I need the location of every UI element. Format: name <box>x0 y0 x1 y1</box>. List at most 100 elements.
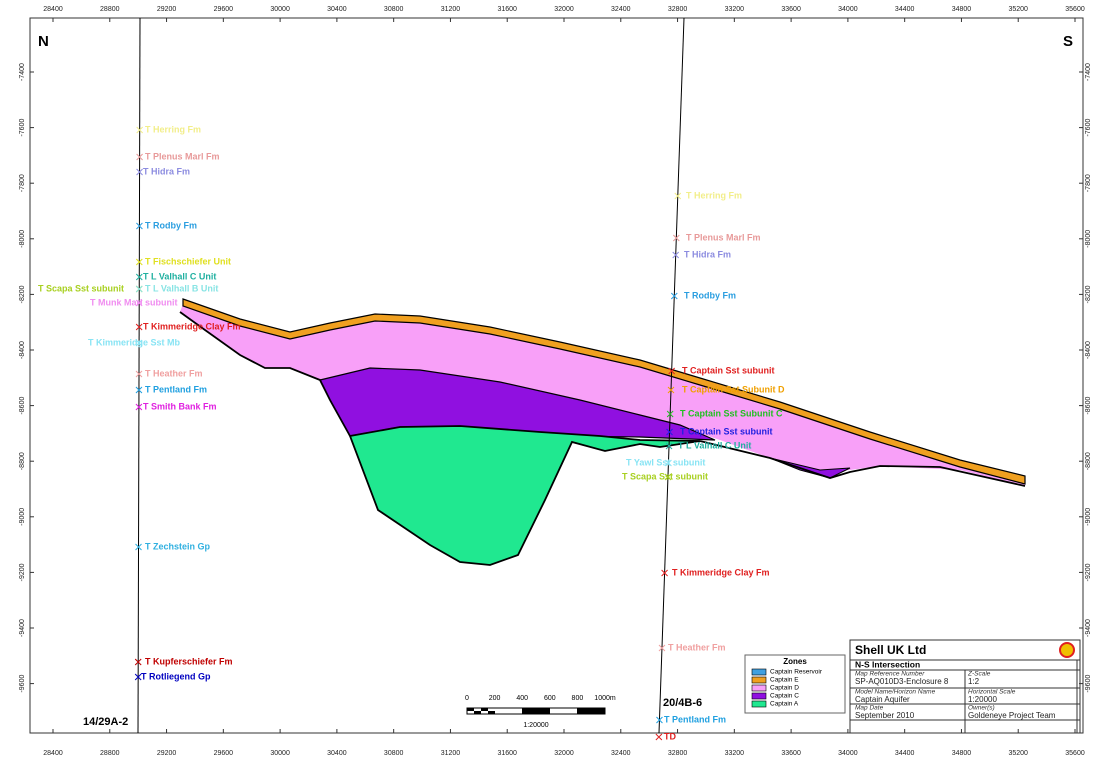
x-tick-label: 32800 <box>668 6 688 13</box>
x-tick-label: 33600 <box>781 750 801 757</box>
y-tick-label: -8400 <box>1085 341 1092 359</box>
captain-c <box>769 457 851 479</box>
scale-label: 400 <box>516 695 528 702</box>
scale-bar-segment <box>467 708 474 711</box>
y-tick-label: -9000 <box>19 508 26 526</box>
base-line <box>699 440 1026 487</box>
y-tick-label: -8600 <box>1085 397 1092 415</box>
x-tick-label: 32800 <box>668 750 688 757</box>
formation-top: T Heather Fm <box>145 368 203 378</box>
x-tick-label: 33200 <box>725 6 745 13</box>
field-label: Horizontal Scale <box>968 689 1016 696</box>
formation-top: T Scapa Sst subunit <box>38 283 124 293</box>
field-value: SP-AQ010D3-Enclosure 8 <box>855 677 949 686</box>
field-label: Map Reference Number <box>855 671 925 678</box>
scale-bar-segment <box>522 708 550 714</box>
formation-top: T Rodby Fm <box>145 220 197 230</box>
orientation-left: N <box>38 33 49 50</box>
y-tick-label: -7800 <box>19 174 26 192</box>
top-marker <box>135 285 143 293</box>
formation-top: T Munk Marl subunit <box>90 297 178 307</box>
x-tick-label: 28400 <box>43 750 63 757</box>
top-marker <box>135 543 142 551</box>
top-marker <box>666 428 673 436</box>
x-tick-label: 35200 <box>1008 750 1028 757</box>
y-tick-label: -7600 <box>1085 119 1092 137</box>
field-value: September 2010 <box>855 711 915 720</box>
top-marker <box>667 386 675 394</box>
y-tick-label: -8000 <box>19 230 26 248</box>
legend-label: Captain A <box>770 701 799 708</box>
top-marker <box>134 673 142 681</box>
top-marker <box>135 258 143 266</box>
y-tick-label: -9000 <box>1085 508 1092 526</box>
formation-top: TD <box>664 731 676 741</box>
y-tick-label: -8800 <box>1085 452 1092 470</box>
y-tick-label: -9400 <box>19 619 26 637</box>
top-marker <box>135 273 143 281</box>
scale-bar-segment <box>481 708 488 711</box>
x-tick-label: 32000 <box>554 750 574 757</box>
x-tick-label: 34000 <box>838 6 858 13</box>
legend-swatch <box>751 676 767 684</box>
legend-label: Captain E <box>770 677 799 684</box>
field-label: Model Name/Horizon Name <box>855 689 936 696</box>
y-tick-label: -7400 <box>19 63 26 81</box>
x-tick-label: 31200 <box>441 750 461 757</box>
scale-bar-segment <box>474 711 481 714</box>
top-marker <box>135 403 143 411</box>
y-tick-label: -8200 <box>19 285 26 303</box>
y-tick-label: -9400 <box>1085 619 1092 637</box>
formation-top: T Plenus Marl Fm <box>686 232 761 242</box>
x-tick-label: 35600 <box>1065 6 1085 13</box>
x-tick-label: 30400 <box>327 6 347 13</box>
formation-top: T Kimmeridge Clay Fm <box>143 321 241 331</box>
y-tick-label: -7400 <box>1085 63 1092 81</box>
x-tick-label: 29600 <box>214 750 234 757</box>
formation-top: T Hidra Fm <box>143 166 190 176</box>
field-value: 1:20000 <box>968 695 997 704</box>
field-value: 1:2 <box>968 677 980 686</box>
scale-label: 800 <box>572 695 584 702</box>
scale-bar-segment <box>577 708 605 714</box>
top-marker <box>135 339 143 347</box>
scale-ratio: 1:20000 <box>523 722 548 729</box>
formation-top: T Captain Sst Subunit D <box>682 384 785 394</box>
base-line <box>179 311 351 437</box>
x-tick-label: 33200 <box>725 750 745 757</box>
y-tick-label: -9200 <box>1085 563 1092 581</box>
top-marker <box>655 733 663 741</box>
zones <box>179 298 1026 566</box>
top-marker <box>135 299 143 307</box>
x-tick-label: 35600 <box>1065 750 1085 757</box>
x-tick-label: 28400 <box>43 6 63 13</box>
scale-label: 1000m <box>594 695 616 702</box>
x-tick-label: 30800 <box>384 6 404 13</box>
y-tick-label: -8600 <box>19 397 26 415</box>
top-marker <box>664 473 672 481</box>
top-marker <box>670 292 678 300</box>
top-marker <box>135 370 143 378</box>
formation-top: T Rodby Fm <box>684 290 736 300</box>
y-tick-label: -8000 <box>1085 230 1092 248</box>
x-tick-label: 35200 <box>1008 6 1028 13</box>
formation-top: T Hidra Fm <box>684 249 731 259</box>
captain-d <box>180 304 1025 486</box>
legend-swatch <box>751 700 767 708</box>
top-marker <box>668 367 676 375</box>
well-name: 14/29A-2 <box>83 716 128 728</box>
x-tick-label: 30400 <box>327 750 347 757</box>
formation-top: T Heather Fm <box>668 642 726 652</box>
legend-swatch <box>751 668 767 676</box>
x-tick-label: 32400 <box>611 750 631 757</box>
field-value: Captain Aquifer <box>855 695 910 704</box>
formation-top: T L Valhall B Unit <box>145 283 218 293</box>
frame <box>29 17 1084 734</box>
x-tick-label: 29600 <box>214 6 234 13</box>
top-marker <box>672 251 680 259</box>
top-marker <box>136 153 143 161</box>
top-marker <box>672 234 680 242</box>
top-marker <box>656 716 663 724</box>
legend-swatch <box>751 684 767 692</box>
